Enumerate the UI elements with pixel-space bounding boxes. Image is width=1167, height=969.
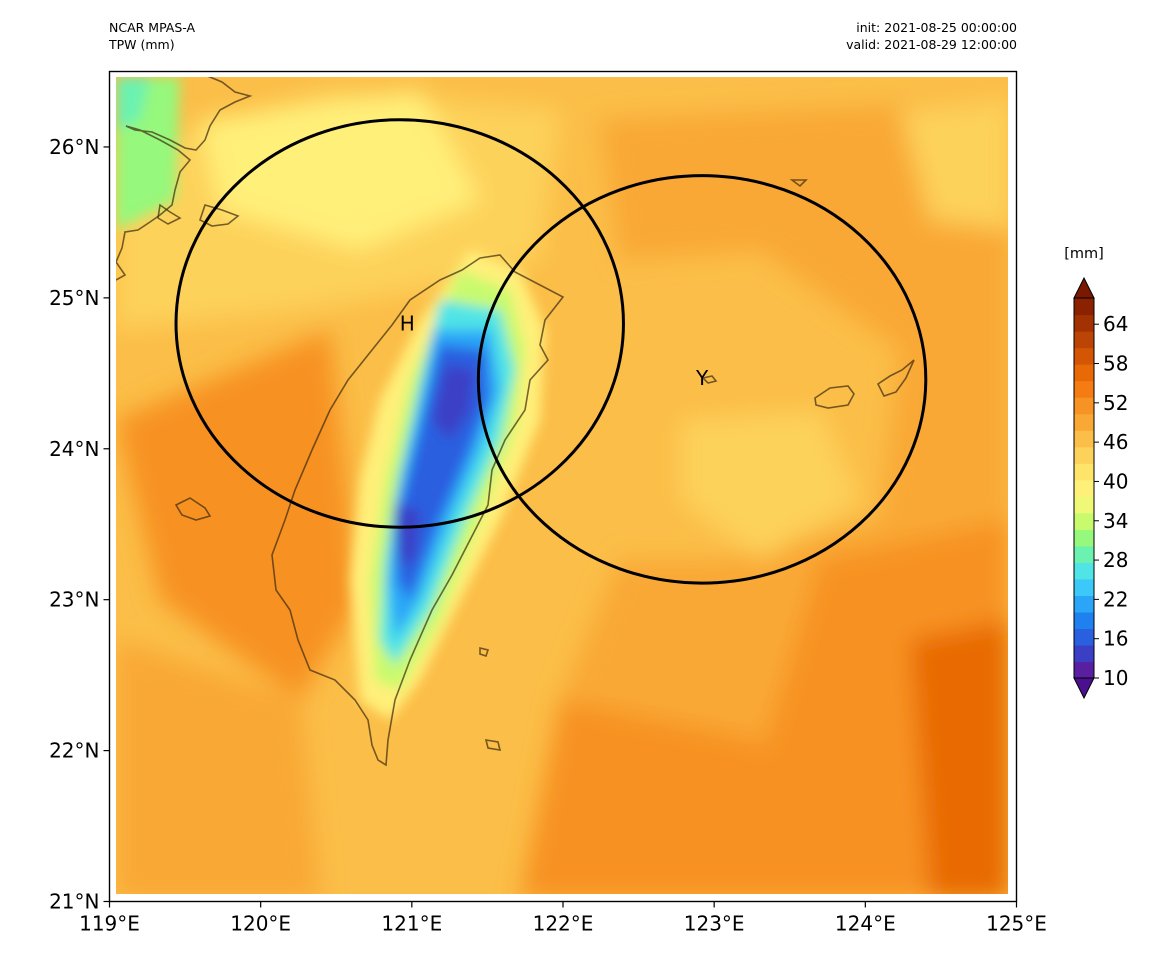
orchid-island (484, 739, 502, 751)
colorbar-outline (1073, 297, 1095, 679)
lat-tick-label: 26°N (49, 135, 99, 159)
marker-h-label: H (400, 312, 415, 336)
colorbar-cell (1074, 446, 1094, 464)
lat-tick-label: 22°N (49, 739, 99, 763)
tpw-taiwan-core-south (395, 505, 420, 565)
colorbar-cell (1074, 644, 1094, 663)
tpw-far-southeast (910, 620, 1008, 894)
colorbar-cell (1074, 529, 1094, 547)
coastlines (116, 77, 915, 767)
colorbar-cell (1074, 578, 1094, 596)
colorbar-cell (1074, 364, 1094, 382)
colorbar-cell (1074, 496, 1094, 514)
colorbar-cell (1074, 562, 1094, 580)
tpw-field (116, 77, 1008, 894)
colorbar-tick-label: 58 (1103, 352, 1128, 376)
tpw-southwest-region (116, 640, 320, 894)
colorbar-tick-label: 16 (1103, 627, 1128, 651)
colorbar-cell (1074, 628, 1094, 646)
colorbar-cell (1074, 397, 1094, 415)
penghu-islands (174, 497, 212, 521)
lon-tick-label: 120°E (230, 912, 291, 936)
map-header-left: NCAR MPAS-A TPW (mm) (109, 19, 195, 53)
colorbar-cell (1074, 595, 1094, 613)
model-name: NCAR MPAS-A (109, 20, 196, 35)
colorbar-tick-label: 52 (1103, 391, 1128, 415)
colorbar-tick-label: 64 (1103, 312, 1128, 336)
taiwan-coastline (271, 254, 565, 767)
colorbar-cell (1074, 545, 1094, 563)
lat-tick-label: 21°N (49, 890, 99, 914)
colorbar-cell (1074, 512, 1094, 530)
latitude-axis: 21°N 22°N 23°N 24°N 25°N 26°N (49, 135, 110, 914)
colorbar-tick-label: 10 (1103, 666, 1128, 690)
lon-tick-label: 122°E (533, 912, 594, 936)
tpw-strait-region (116, 330, 360, 700)
init-time: init: 2021-08-25 00:00:00 (856, 20, 1017, 35)
lat-tick-label: 24°N (49, 437, 99, 461)
ishigaki-island (814, 385, 855, 409)
green-island (479, 646, 490, 658)
tpw-south-region (521, 700, 780, 894)
lon-tick-label: 123°E (684, 912, 745, 936)
colorbar-cell (1074, 661, 1094, 679)
colorbar-cell (1074, 298, 1094, 316)
colorbar-tick-label: 22 (1103, 587, 1128, 611)
colorbar-cell (1074, 413, 1094, 431)
tpw-northwest-core (116, 77, 150, 130)
circle-h (174, 118, 625, 529)
lon-tick-label: 125°E (986, 912, 1047, 936)
marker-y-label: Y (695, 366, 709, 390)
colorbar-cell (1074, 347, 1094, 365)
field-name: TPW (mm) (109, 37, 175, 52)
colorbar-extend-top (1073, 276, 1095, 299)
circle-y (476, 174, 928, 585)
lon-tick-label: 124°E (835, 912, 896, 936)
colorbar-ticks: 10 16 22 28 34 40 46 52 58 64 (1094, 312, 1128, 690)
lat-tick-label: 23°N (49, 588, 99, 612)
yonaguni-island (701, 375, 718, 384)
colorbar-tick-label: 34 (1103, 509, 1128, 533)
tpw-northeast-patch (900, 100, 1008, 230)
colorbar-cell (1074, 331, 1094, 349)
lon-tick-label: 119°E (79, 912, 140, 936)
map-header-right: init: 2021-08-25 00:00:00 valid: 2021-08… (846, 19, 1017, 53)
valid-time: valid: 2021-08-29 12:00:00 (846, 37, 1017, 52)
colorbar-cells (1074, 298, 1094, 679)
tpw-east-dry-patch (680, 410, 860, 560)
senkaku-islands (789, 179, 808, 188)
colorbar-cell (1074, 430, 1094, 448)
colorbar-extend-bottom (1073, 677, 1095, 700)
colorbar-cell (1074, 479, 1094, 497)
colorbar-tick-label: 40 (1103, 469, 1128, 493)
radius-circles (174, 118, 928, 585)
colorbar: [mm] 10 16 22 28 34 40 46 52 58 64 (1064, 246, 1128, 700)
colorbar-cell (1074, 611, 1094, 630)
lat-tick-label: 25°N (49, 286, 99, 310)
tpw-taiwan-core-north (432, 365, 475, 440)
tpw-north-dry-tongue (200, 90, 480, 250)
colorbar-cell (1074, 463, 1094, 481)
colorbar-cell (1074, 314, 1094, 332)
colorbar-cell (1074, 380, 1094, 398)
lon-tick-label: 121°E (381, 912, 442, 936)
china-island-b (199, 204, 240, 227)
china-coastline (116, 77, 253, 281)
longitude-axis: 119°E 120°E 121°E 122°E 123°E 124°E 125°E (79, 901, 1047, 936)
china-island-a (157, 203, 182, 225)
colorbar-unit: [mm] (1064, 246, 1104, 262)
colorbar-tick-label: 46 (1103, 430, 1128, 454)
miyako-island (876, 359, 915, 397)
colorbar-tick-label: 28 (1103, 548, 1128, 572)
